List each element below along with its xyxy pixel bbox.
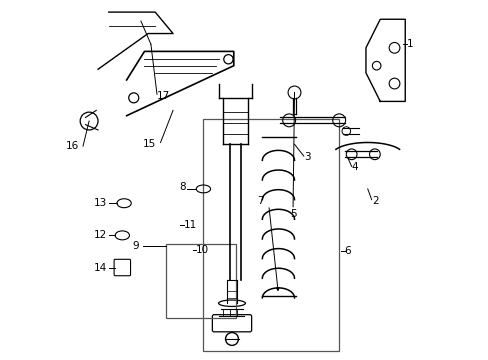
Text: 10: 10: [196, 245, 209, 255]
Text: 16: 16: [66, 141, 80, 151]
Text: 11: 11: [183, 220, 197, 230]
Text: 8: 8: [179, 182, 185, 192]
Text: 7: 7: [257, 197, 264, 206]
Text: 3: 3: [304, 152, 310, 162]
Text: 13: 13: [94, 198, 107, 208]
Text: 12: 12: [94, 230, 107, 240]
Text: 5: 5: [289, 208, 296, 219]
Text: 1: 1: [406, 39, 413, 49]
Text: 14: 14: [94, 262, 107, 273]
Text: 4: 4: [351, 162, 358, 172]
Text: 9: 9: [132, 241, 139, 251]
Text: 2: 2: [372, 197, 378, 206]
Text: 15: 15: [142, 139, 156, 149]
Text: 6: 6: [344, 247, 350, 256]
Text: 17: 17: [157, 91, 170, 101]
